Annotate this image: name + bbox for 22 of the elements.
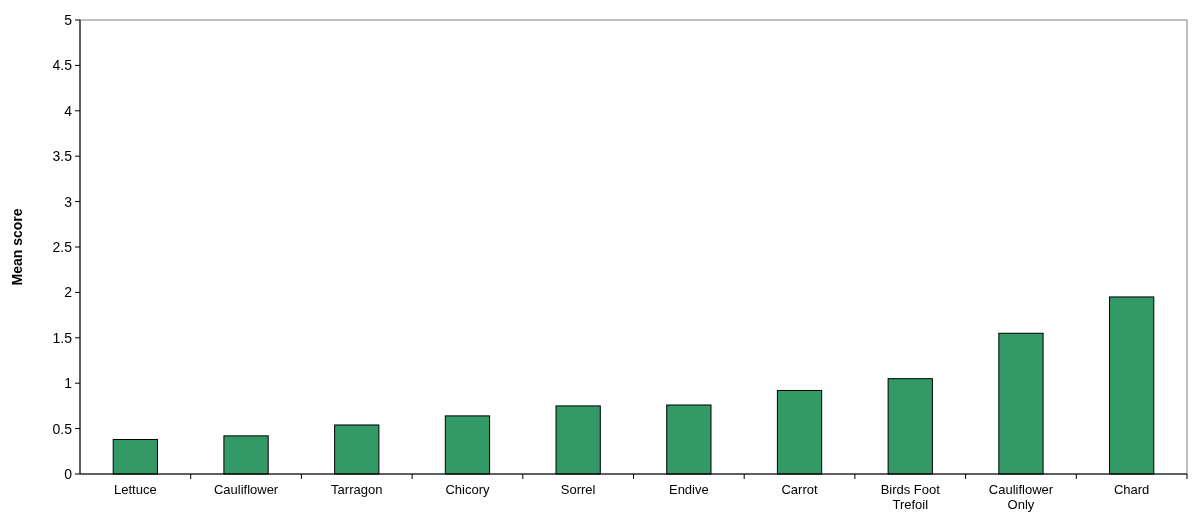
- x-tick-label: Endive: [668, 482, 709, 497]
- x-tick-label: Birds Foot Trefoil: [880, 482, 941, 512]
- y-tick-label: 5: [64, 11, 73, 28]
- y-tick-label: 3: [64, 193, 73, 210]
- x-tick-label: Tarragon: [331, 482, 383, 497]
- x-tick-label: Sorrel: [560, 482, 596, 497]
- y-axis-title: Mean score: [9, 208, 25, 286]
- x-tick-label: Lettuce: [114, 482, 157, 497]
- x-tick-label: Chard: [1113, 482, 1150, 497]
- y-tick-label: 0.5: [52, 420, 73, 437]
- y-tick-label: 1: [64, 375, 73, 392]
- x-tick-label: Chicory: [445, 482, 490, 497]
- y-tick-label: 3.5: [52, 148, 73, 165]
- y-tick-label: 0: [64, 465, 73, 482]
- y-tick-label: 4: [64, 102, 73, 119]
- x-tick-label: Cauliflower: [213, 482, 279, 497]
- x-tick-label: Cauliflower Only: [988, 482, 1054, 512]
- y-tick-label: 4.5: [52, 57, 73, 74]
- x-tick-label: Carrot: [781, 482, 818, 497]
- y-tick-label: 2.5: [52, 238, 73, 255]
- y-tick-label: 2: [64, 284, 73, 301]
- y-tick-label: 1.5: [52, 329, 73, 346]
